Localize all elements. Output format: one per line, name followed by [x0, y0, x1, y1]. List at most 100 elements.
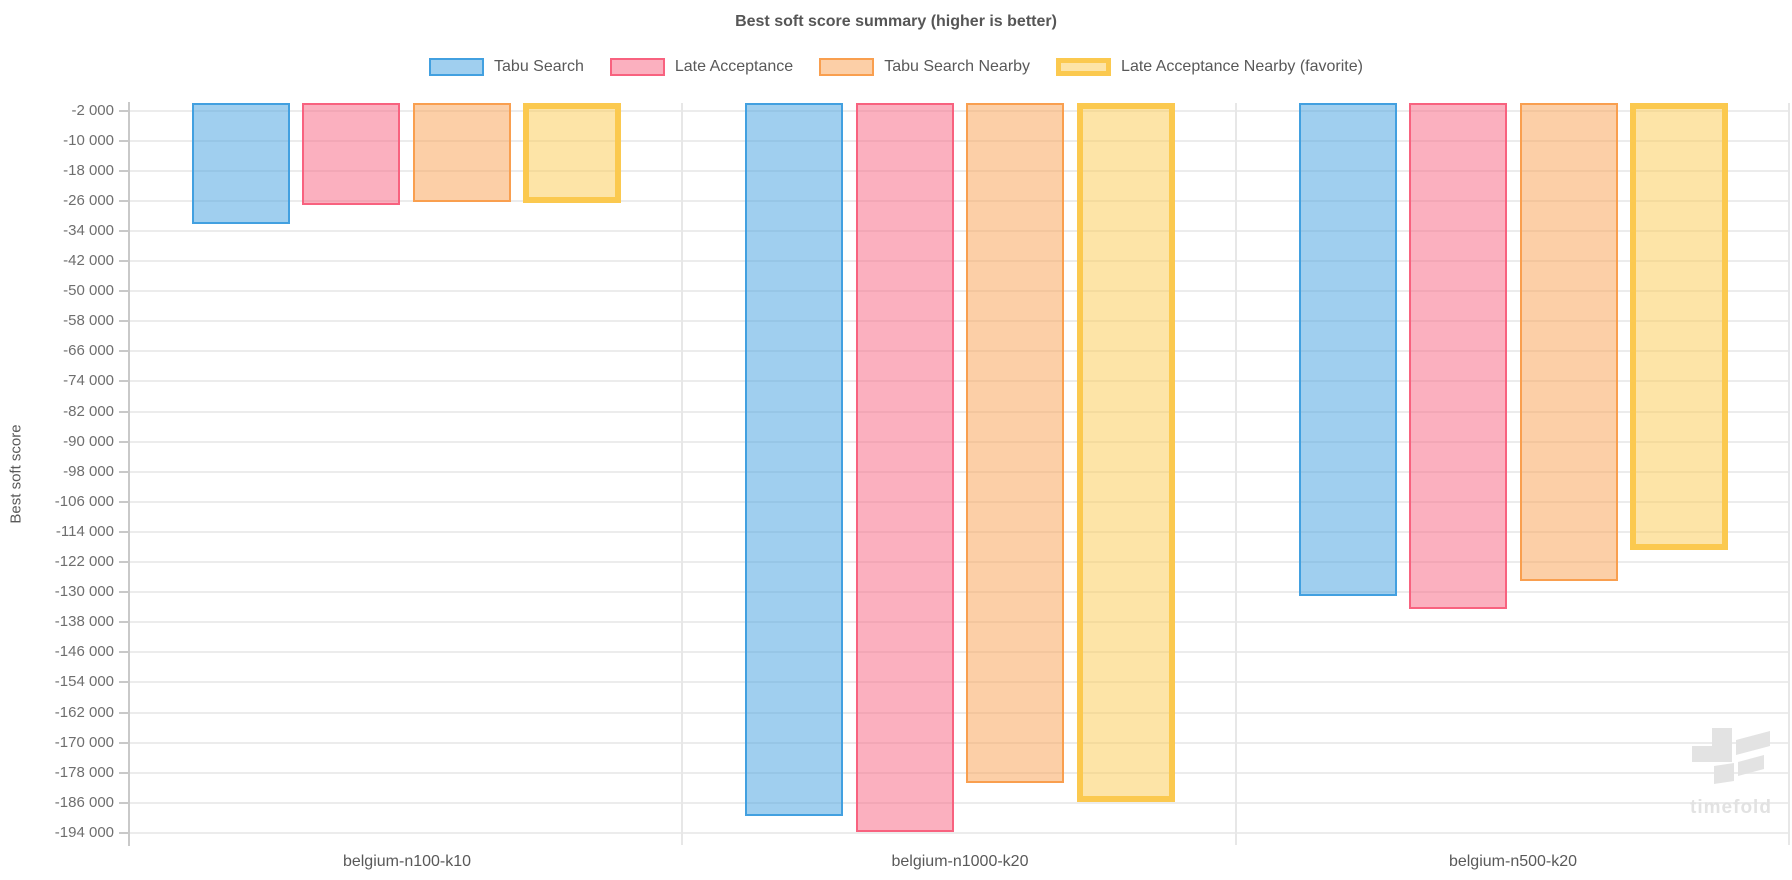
legend-label: Late Acceptance — [674, 58, 794, 75]
legend-swatch-tabu-search-nearby — [819, 58, 875, 76]
legend-label: Tabu Search Nearby — [884, 58, 1031, 75]
y-tick-mark — [119, 320, 129, 322]
y-tick-mark — [119, 200, 129, 202]
bar-late-acceptance-belgium-n500-k20 — [1409, 103, 1507, 609]
y-tick-label: -10 000 — [63, 132, 114, 149]
y-tick-mark — [119, 411, 129, 413]
gridline-h — [130, 290, 1790, 292]
y-tick-mark — [119, 501, 129, 503]
gridline-h — [130, 350, 1790, 352]
bar-tabu-search-nearby-belgium-n1000-k20 — [966, 103, 1064, 783]
y-tick-mark — [119, 290, 129, 292]
gridline-v — [1788, 103, 1790, 845]
y-tick-label: -26 000 — [63, 192, 114, 209]
timefold-watermark-text: timefold — [1690, 797, 1772, 818]
y-tick-label: -58 000 — [63, 312, 114, 329]
gridline-v — [1235, 103, 1237, 845]
y-tick-label: -50 000 — [63, 282, 114, 299]
y-tick-label: -2 000 — [71, 102, 114, 119]
y-tick-label: -74 000 — [63, 372, 114, 389]
bar-late-acceptance-nearby-favorite-belgium-n500-k20 — [1630, 103, 1728, 550]
gridline-h — [130, 651, 1790, 653]
y-tick-label: -138 000 — [54, 613, 114, 630]
y-tick-label: -114 000 — [55, 523, 114, 540]
gridline-h — [130, 411, 1790, 413]
legend-item-tabu-search: Tabu Search — [429, 58, 584, 76]
y-tick-mark — [119, 170, 129, 172]
x-category-label: belgium-n500-k20 — [1448, 853, 1578, 870]
y-tick-label: -82 000 — [63, 403, 114, 420]
bar-late-acceptance-nearby-favorite-belgium-n1000-k20 — [1077, 103, 1175, 802]
y-tick-label: -34 000 — [63, 222, 114, 239]
y-axis-line — [128, 102, 130, 846]
y-tick-label: -122 000 — [54, 553, 114, 570]
bar-tabu-search-belgium-n100-k10 — [192, 103, 290, 224]
legend-swatch-late-acceptance-nearby-favorite — [1056, 58, 1112, 76]
gridline-h — [130, 170, 1790, 172]
gridline-h — [130, 621, 1790, 623]
y-tick-mark — [119, 260, 129, 262]
y-tick-label: -106 000 — [54, 493, 114, 510]
x-category-label: belgium-n1000-k20 — [891, 853, 1029, 870]
legend-swatch-late-acceptance — [609, 58, 665, 76]
y-tick-label: -154 000 — [54, 673, 114, 690]
y-tick-mark — [119, 110, 129, 112]
y-tick-label: -98 000 — [63, 463, 114, 480]
gridline-h — [130, 441, 1790, 443]
y-tick-mark — [119, 772, 129, 774]
bar-tabu-search-nearby-belgium-n500-k20 — [1520, 103, 1618, 581]
gridline-h — [130, 501, 1790, 503]
y-tick-mark — [119, 561, 129, 563]
gridline-h — [130, 471, 1790, 473]
gridline-h — [130, 531, 1790, 533]
legend-label: Late Acceptance Nearby (favorite) — [1121, 58, 1363, 75]
legend-item-tabu-search-nearby: Tabu Search Nearby — [819, 58, 1030, 76]
y-tick-label: -194 000 — [54, 824, 114, 841]
timefold-watermark: timefold — [1686, 726, 1776, 819]
gridline-h — [130, 742, 1790, 744]
y-tick-mark — [119, 230, 129, 232]
gridline-h — [130, 230, 1790, 232]
gridline-v — [681, 103, 683, 845]
y-tick-mark — [119, 651, 129, 653]
gridline-h — [130, 802, 1790, 804]
gridline-h — [130, 712, 1790, 714]
gridline-h — [130, 200, 1790, 202]
y-tick-mark — [119, 802, 129, 804]
legend: Tabu Search Late Acceptance Tabu Search Ne… — [0, 58, 1792, 76]
y-tick-label: -130 000 — [54, 583, 114, 600]
y-tick-label: -42 000 — [63, 252, 114, 269]
y-tick-label: -90 000 — [63, 433, 114, 450]
y-tick-mark — [119, 712, 129, 714]
y-tick-label: -170 000 — [54, 734, 114, 751]
y-tick-label: -162 000 — [54, 704, 114, 721]
bar-late-acceptance-belgium-n1000-k20 — [856, 103, 954, 832]
legend-label: Tabu Search — [494, 58, 584, 75]
gridline-h — [130, 832, 1790, 834]
chart-title: Best soft score summary (higher is bette… — [735, 13, 1057, 30]
legend-swatch-tabu-search — [429, 58, 485, 76]
plot-area — [130, 103, 1790, 845]
y-tick-label: -146 000 — [54, 643, 114, 660]
timefold-logo-icon — [1692, 728, 1770, 784]
gridline-h — [130, 140, 1790, 142]
bar-tabu-search-nearby-belgium-n100-k10 — [413, 103, 511, 202]
bar-late-acceptance-belgium-n100-k10 — [302, 103, 400, 205]
y-tick-mark — [119, 681, 129, 683]
gridline-h — [130, 772, 1790, 774]
legend-item-late-acceptance-nearby-favorite: Late Acceptance Nearby (favorite) — [1056, 58, 1363, 76]
bar-tabu-search-belgium-n1000-k20 — [745, 103, 843, 816]
y-tick-mark — [119, 531, 129, 533]
gridline-h — [130, 561, 1790, 563]
y-tick-mark — [119, 140, 129, 142]
y-tick-mark — [119, 350, 129, 352]
y-tick-mark — [119, 832, 129, 834]
gridline-h — [130, 260, 1790, 262]
y-tick-label: -186 000 — [54, 794, 114, 811]
y-tick-mark — [119, 591, 129, 593]
gridline-h — [130, 380, 1790, 382]
x-category-label: belgium-n100-k10 — [342, 853, 472, 870]
y-tick-mark — [119, 471, 129, 473]
y-tick-mark — [119, 441, 129, 443]
